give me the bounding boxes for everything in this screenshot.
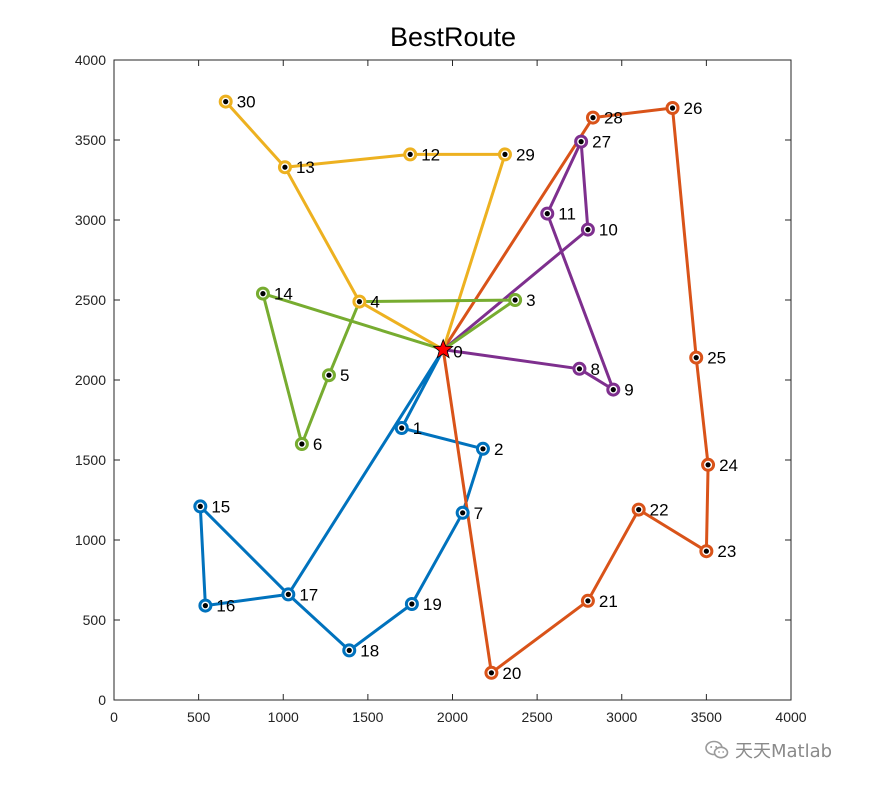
y-tick-label: 500 [83,612,107,628]
node-label-9: 9 [624,381,633,400]
y-tick-label: 4000 [75,52,106,68]
x-tick-label: 1500 [352,709,383,725]
node-marker-4 [352,294,367,309]
node-marker-7 [455,505,470,520]
node-label-27: 27 [592,133,611,152]
watermark-text: 天天Matlab [735,741,833,762]
node-marker-6 [294,437,309,451]
depot-star [432,338,454,359]
node-marker-21 [580,593,595,608]
node-marker-12 [403,147,418,162]
wechat-icon [705,740,729,759]
node-label-14: 14 [274,285,293,304]
node-label-11: 11 [558,205,576,224]
node-marker-25 [689,350,704,365]
y-tick-label: 3500 [75,132,106,148]
node-label-29: 29 [516,145,535,164]
node-label-15: 15 [211,497,230,516]
node-label-8: 8 [590,360,599,379]
chart-title: BestRoute [390,22,516,52]
x-tick-label: 3500 [691,709,722,725]
node-marker-13 [277,160,292,175]
node-label-12: 12 [421,145,440,164]
x-tick-label: 0 [110,709,118,725]
node-marker-5 [321,368,336,383]
x-tick-label: 4000 [775,709,806,725]
node-label-20: 20 [502,664,521,683]
x-tick-label: 3000 [606,709,637,725]
node-marker-27 [574,134,589,149]
node-marker-16 [198,598,213,613]
y-tick-label: 2000 [75,372,106,388]
y-tick-label: 3000 [75,212,106,228]
axes-layer: 0 500 1000 1500 2000 2500 3000 3500 4000 0 500 1000… [75,52,807,725]
node-label-22: 22 [650,501,669,520]
node-marker-8 [572,361,587,376]
node-label-26: 26 [684,99,703,118]
node-label-28: 28 [604,109,623,128]
node-label-13: 13 [296,158,315,177]
nodes-layer [193,94,716,680]
node-label-19: 19 [423,595,442,614]
node-label-18: 18 [360,641,379,660]
y-tick-label: 2500 [75,292,106,308]
node-marker-18 [342,643,357,658]
x-tick-label: 2000 [437,709,468,725]
node-marker-30 [218,94,233,109]
y-tick-label: 0 [98,692,106,708]
node-marker-11 [540,206,555,221]
node-label-4: 4 [370,293,379,312]
node-label-6: 6 [313,435,322,454]
node-marker-17 [281,587,296,602]
node-marker-15 [193,499,208,514]
x-tick-label: 500 [187,709,211,725]
node-label-16: 16 [216,597,235,616]
node-marker-9 [606,382,621,397]
x-tick-label: 2500 [522,709,553,725]
node-marker-26 [665,101,680,115]
node-marker-14 [255,286,270,301]
node-label-24: 24 [719,456,738,475]
node-label-25: 25 [707,349,726,368]
node-marker-29 [497,147,512,162]
node-label-1: 1 [413,419,422,438]
node-label-3: 3 [526,291,535,310]
depot-label: 0 [453,343,462,362]
watermark: 天天Matlab [705,737,832,763]
node-marker-20 [484,665,499,680]
labels-layer: 1234567891011121314151617181920212223242… [211,93,738,683]
node-label-17: 17 [299,585,318,604]
node-label-21: 21 [599,592,618,611]
node-marker-10 [580,222,595,237]
node-marker-22 [631,502,646,517]
node-label-23: 23 [717,542,736,561]
y-tick-label: 1500 [75,452,106,468]
node-label-7: 7 [474,504,483,523]
node-marker-19 [404,597,419,611]
node-label-2: 2 [494,440,503,459]
x-tick-label: 1000 [268,709,299,725]
node-label-5: 5 [340,366,349,385]
node-label-10: 10 [599,221,618,240]
node-marker-2 [475,441,490,456]
route-line-2 [441,106,710,675]
node-label-30: 30 [237,93,256,112]
node-marker-24 [701,457,716,472]
node-marker-23 [699,544,714,559]
y-tick-label: 1000 [75,532,106,548]
route-line-3 [224,100,507,352]
node-marker-3 [508,293,523,307]
node-marker-1 [394,421,409,435]
node-marker-28 [585,110,600,125]
